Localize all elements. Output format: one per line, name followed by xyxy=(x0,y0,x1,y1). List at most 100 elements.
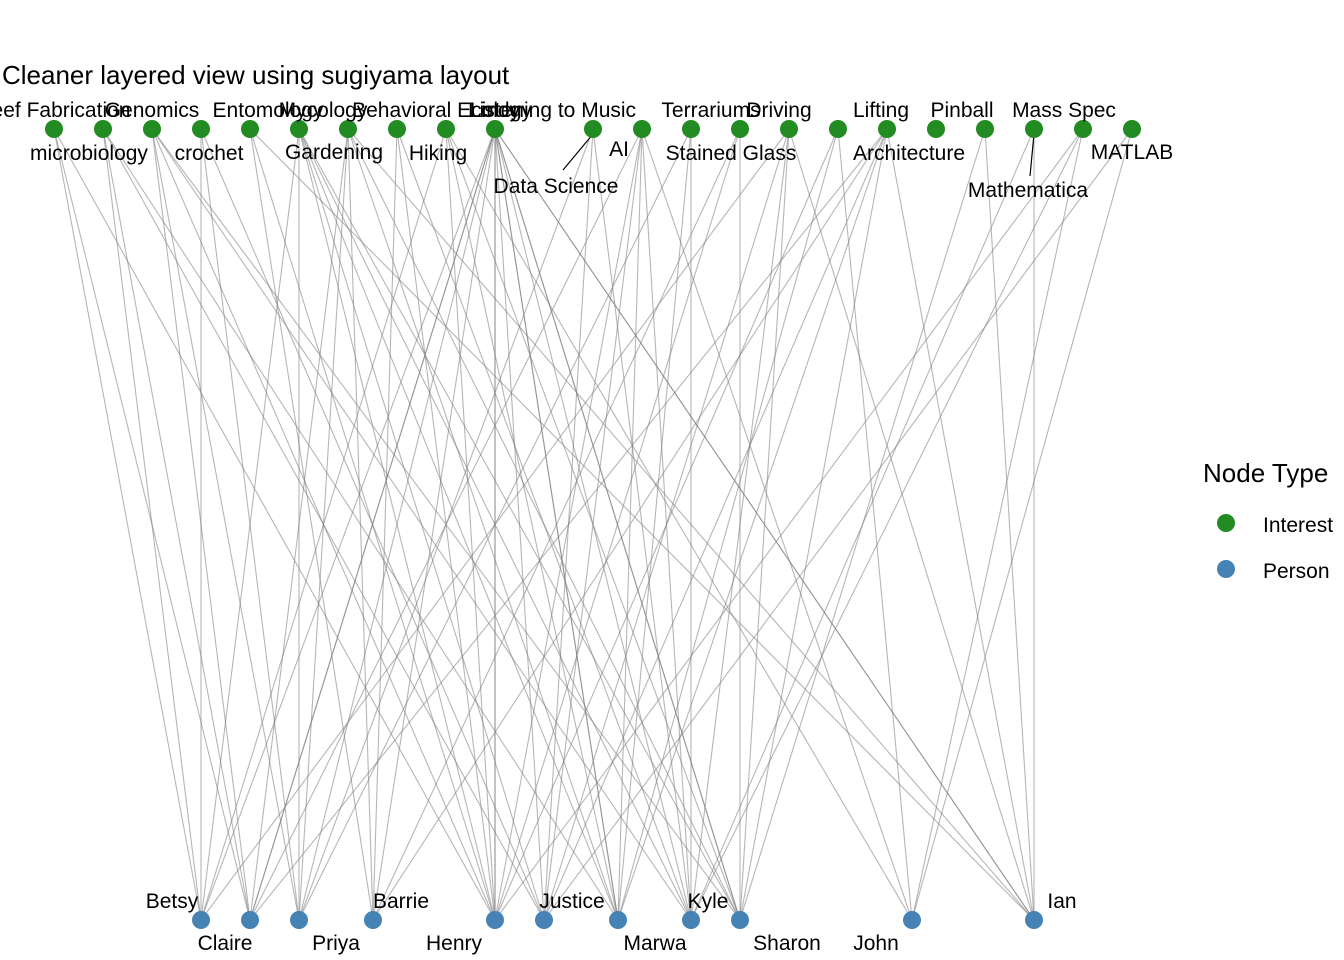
interest-node xyxy=(1123,120,1141,138)
edge xyxy=(445,128,496,921)
edge xyxy=(984,128,1035,921)
interest-node xyxy=(45,120,63,138)
interest-node xyxy=(486,120,504,138)
edge xyxy=(372,128,496,921)
interest-label: Genomics xyxy=(105,99,200,122)
interest-node xyxy=(388,120,406,138)
edge xyxy=(53,128,202,921)
edge xyxy=(494,128,741,921)
legend: Node Type Interest Person xyxy=(1203,458,1333,583)
edge xyxy=(200,128,496,921)
interest-node xyxy=(290,120,308,138)
person-node xyxy=(364,911,382,929)
person-node xyxy=(486,911,504,929)
edge xyxy=(372,128,398,921)
person-label: Kyle xyxy=(688,890,729,913)
edge xyxy=(690,128,1035,921)
edge xyxy=(102,128,251,921)
person-node xyxy=(535,911,553,929)
page-title: Cleaner layered view using sugiyama layo… xyxy=(2,60,510,90)
edge xyxy=(249,128,643,921)
interest-label: Beef Fabrication xyxy=(0,99,130,122)
interest-label: Lifting xyxy=(853,99,909,122)
edge xyxy=(200,128,790,921)
edge xyxy=(372,128,888,921)
label-leaders xyxy=(562,133,1035,177)
person-label: Ian xyxy=(1047,890,1076,913)
edge xyxy=(617,128,839,921)
edge xyxy=(151,128,300,921)
person-node xyxy=(1025,911,1043,929)
person-node xyxy=(192,911,210,929)
legend-title: Node Type xyxy=(1203,458,1328,488)
edge xyxy=(249,128,496,921)
edge xyxy=(298,128,545,921)
edge xyxy=(543,128,1133,921)
interest-label: Driving xyxy=(746,99,811,122)
interest-node xyxy=(633,120,651,138)
edge xyxy=(102,128,202,921)
interest-label: Hiking xyxy=(409,142,467,165)
interest-label: Stained Glass xyxy=(666,142,797,165)
interest-label: crochet xyxy=(175,142,244,165)
interest-node xyxy=(780,120,798,138)
person-label: Claire xyxy=(198,932,253,955)
person-label: Marwa xyxy=(623,932,686,955)
labels-layer: Beef Fabrication microbiology Genomics croc… xyxy=(0,99,1173,955)
interest-label: Mycology xyxy=(279,99,368,122)
edge xyxy=(347,128,374,921)
interest-node xyxy=(437,120,455,138)
edge xyxy=(543,128,888,921)
edge xyxy=(494,128,545,921)
interest-node xyxy=(94,120,112,138)
interest-node xyxy=(976,120,994,138)
interest-node xyxy=(682,120,700,138)
edge xyxy=(249,128,349,921)
person-label: Barrie xyxy=(373,890,429,913)
edges-layer xyxy=(53,128,1133,921)
edge xyxy=(494,128,839,921)
legend-person-label: Person xyxy=(1263,560,1330,583)
interest-label: Mathematica xyxy=(968,179,1089,202)
interest-label: microbiology xyxy=(30,142,148,165)
interest-label: Entomology xyxy=(213,99,324,122)
edge xyxy=(53,128,496,921)
edge xyxy=(592,128,692,921)
person-label: Justice xyxy=(539,890,604,913)
edge xyxy=(911,128,1133,921)
interest-node xyxy=(1074,120,1092,138)
interest-label: Behavioral Ecology xyxy=(352,99,532,122)
edge xyxy=(739,128,790,921)
edge xyxy=(298,128,496,921)
interest-label: MATLAB xyxy=(1091,141,1173,164)
edge xyxy=(837,128,913,921)
edge xyxy=(249,128,888,921)
person-node xyxy=(609,911,627,929)
interest-label: Data Science xyxy=(494,175,619,198)
edge xyxy=(617,128,692,921)
interest-node xyxy=(878,120,896,138)
person-label: Henry xyxy=(426,932,483,955)
legend-interest-label: Interest xyxy=(1263,514,1333,537)
interest-label: Terrariums xyxy=(661,99,760,122)
edge xyxy=(690,128,790,921)
edge xyxy=(494,128,1084,921)
edge xyxy=(200,128,447,921)
edge xyxy=(543,128,643,921)
interest-label: Lindy xyxy=(470,99,521,122)
interest-node xyxy=(143,120,161,138)
interest-node xyxy=(731,120,749,138)
edge xyxy=(396,128,692,921)
edge xyxy=(641,128,913,921)
interest-label: Gardening xyxy=(285,141,383,164)
legend-interest-swatch xyxy=(1217,514,1235,532)
edge xyxy=(739,128,888,921)
person-label: Priya xyxy=(312,932,360,955)
interest-label: Pinball xyxy=(930,99,993,122)
edge xyxy=(617,128,888,921)
person-label: Sharon xyxy=(753,932,821,955)
person-label: John xyxy=(853,932,899,955)
edge xyxy=(249,128,374,921)
person-node xyxy=(731,911,749,929)
